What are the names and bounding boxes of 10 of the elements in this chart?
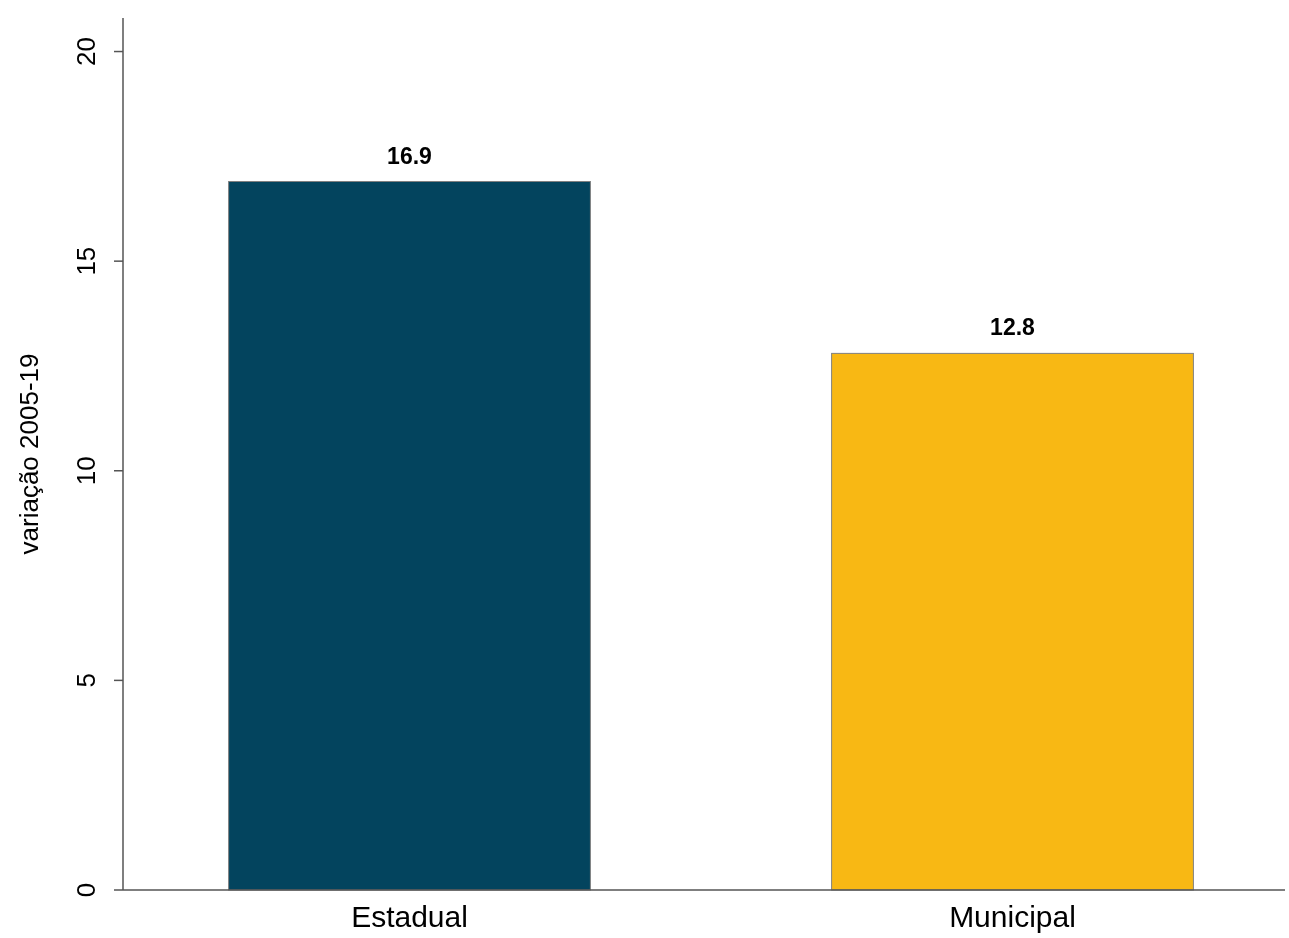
- y-tick-label: 5: [71, 673, 101, 688]
- data-label: 16.9: [387, 142, 432, 169]
- x-tick-label: Estadual: [351, 900, 468, 933]
- y-tick-label: 20: [71, 37, 101, 66]
- data-label: 12.8: [990, 314, 1036, 341]
- y-tick-label: 10: [71, 456, 101, 486]
- y-axis-title: variação 2005-19: [14, 353, 44, 555]
- x-tick-label: Municipal: [949, 900, 1076, 933]
- y-tick-label: 15: [71, 246, 101, 276]
- y-tick-label: 0: [71, 882, 101, 898]
